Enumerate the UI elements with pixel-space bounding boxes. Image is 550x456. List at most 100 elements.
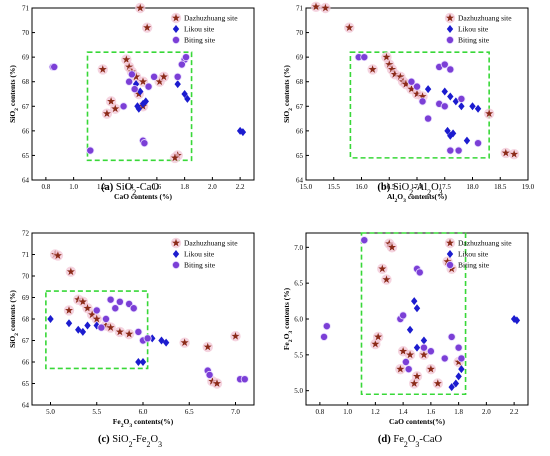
- y-tick-label: 5.5: [294, 351, 303, 359]
- data-point: [177, 60, 186, 69]
- data-point: [115, 297, 124, 306]
- data-point: [240, 375, 249, 384]
- data-point: [458, 102, 465, 111]
- data-point: [203, 342, 212, 351]
- y-axis-label: Fe2O3 contents (%): [282, 287, 294, 350]
- data-point: [47, 315, 54, 323]
- x-tick-label: 1.2: [371, 408, 380, 416]
- y-tick-label: 64: [296, 177, 304, 185]
- series-diamond: [424, 85, 482, 145]
- data-point: [368, 65, 377, 73]
- data-point: [231, 332, 240, 340]
- data-point: [474, 104, 482, 113]
- x-tick-label: 7.0: [231, 408, 240, 416]
- x-tick-label: 15.5: [328, 183, 341, 191]
- data-point: [401, 357, 410, 366]
- y-tick-label: 66: [22, 359, 30, 367]
- data-point: [125, 329, 134, 338]
- data-point: [135, 104, 143, 113]
- data-point: [150, 72, 159, 81]
- data-point: [181, 90, 188, 98]
- data-point: [65, 306, 73, 314]
- y-tick-label: 64: [22, 402, 30, 410]
- data-point: [102, 314, 111, 323]
- y-tick-label: 68: [22, 78, 30, 86]
- x-tick-label: 1.8: [454, 408, 463, 416]
- data-point: [84, 321, 91, 330]
- data-point: [321, 3, 330, 12]
- x-tick-label: 1.6: [153, 183, 162, 191]
- data-point: [446, 65, 455, 74]
- data-point: [130, 85, 139, 94]
- cluster-box: [360, 232, 467, 396]
- data-point: [463, 136, 471, 145]
- data-point: [474, 139, 483, 148]
- y-tick-label: 5.0: [294, 387, 303, 395]
- data-point: [322, 322, 331, 331]
- y-axis-label: SiO2 contents (%): [282, 65, 294, 123]
- y-axis-label: SiO2 contents (%): [8, 65, 20, 123]
- y-tick-label: 72: [22, 230, 30, 238]
- data-point: [448, 383, 455, 392]
- series-star: [370, 238, 464, 389]
- legend: Dazhuzhuang site Likou site Biting site: [444, 12, 512, 45]
- data-point: [115, 327, 124, 336]
- legend-label: Biting site: [458, 36, 490, 45]
- data-point: [426, 347, 435, 356]
- panel-caption: (b) SiO2-Al2O3: [377, 182, 442, 197]
- data-point: [374, 332, 383, 341]
- legend-marker-star: [446, 238, 454, 247]
- data-point: [320, 332, 329, 341]
- data-point: [53, 251, 62, 259]
- y-tick-label: 69: [22, 294, 30, 302]
- data-point: [424, 85, 432, 94]
- data-point: [136, 3, 145, 12]
- series-diamond: [132, 80, 247, 137]
- data-point: [454, 146, 463, 155]
- data-point: [102, 109, 111, 118]
- series-star: [310, 1, 520, 160]
- data-point: [139, 99, 147, 108]
- x-axis-label: CaO contents (%): [114, 192, 172, 201]
- data-point: [407, 84, 416, 93]
- legend-label: Likou site: [184, 25, 215, 34]
- data-point: [111, 104, 120, 113]
- data-point: [412, 82, 421, 91]
- data-point: [92, 306, 101, 315]
- x-tick-label: 1.4: [125, 183, 134, 191]
- data-point: [513, 316, 521, 325]
- series-circle: [354, 53, 483, 155]
- legend: Dazhuzhuang site Likou site Biting site: [170, 12, 238, 45]
- panel-caption: (a) SiO2-CaO: [101, 182, 159, 197]
- legend: Dazhuzhuang site Likou site Biting site: [444, 237, 512, 270]
- data-point: [78, 297, 87, 306]
- x-tick-label: 17.0: [411, 183, 424, 191]
- data-point: [98, 65, 107, 73]
- x-tick-label: 0.8: [316, 408, 325, 416]
- data-point: [447, 131, 454, 140]
- data-point: [65, 319, 73, 328]
- legend-marker-circle: [171, 260, 180, 269]
- x-tick-label: 1.4: [399, 408, 408, 416]
- data-point: [413, 304, 421, 313]
- data-point: [411, 297, 418, 306]
- data-point: [390, 70, 399, 78]
- y-tick-label: 6.5: [294, 280, 303, 288]
- data-point: [401, 79, 410, 88]
- x-tick-label: 17.5: [439, 183, 452, 191]
- legend-label: Biting site: [184, 261, 216, 270]
- legend-marker-diamond: [446, 25, 454, 33]
- data-point: [155, 77, 164, 86]
- data-point: [385, 60, 394, 68]
- legend-marker-circle: [445, 36, 454, 45]
- legend-label: Biting site: [184, 36, 216, 45]
- data-point: [180, 338, 189, 347]
- legend-label: Biting site: [458, 261, 490, 270]
- y-tick-label: 6.0: [294, 316, 303, 324]
- data-point: [106, 295, 115, 304]
- y-tick-label: 7.0: [294, 244, 303, 252]
- x-axis-label: Fe2O3 contents(%): [113, 417, 174, 429]
- data-point: [111, 304, 120, 313]
- x-tick-label: 1.8: [180, 183, 189, 191]
- data-point: [236, 126, 244, 135]
